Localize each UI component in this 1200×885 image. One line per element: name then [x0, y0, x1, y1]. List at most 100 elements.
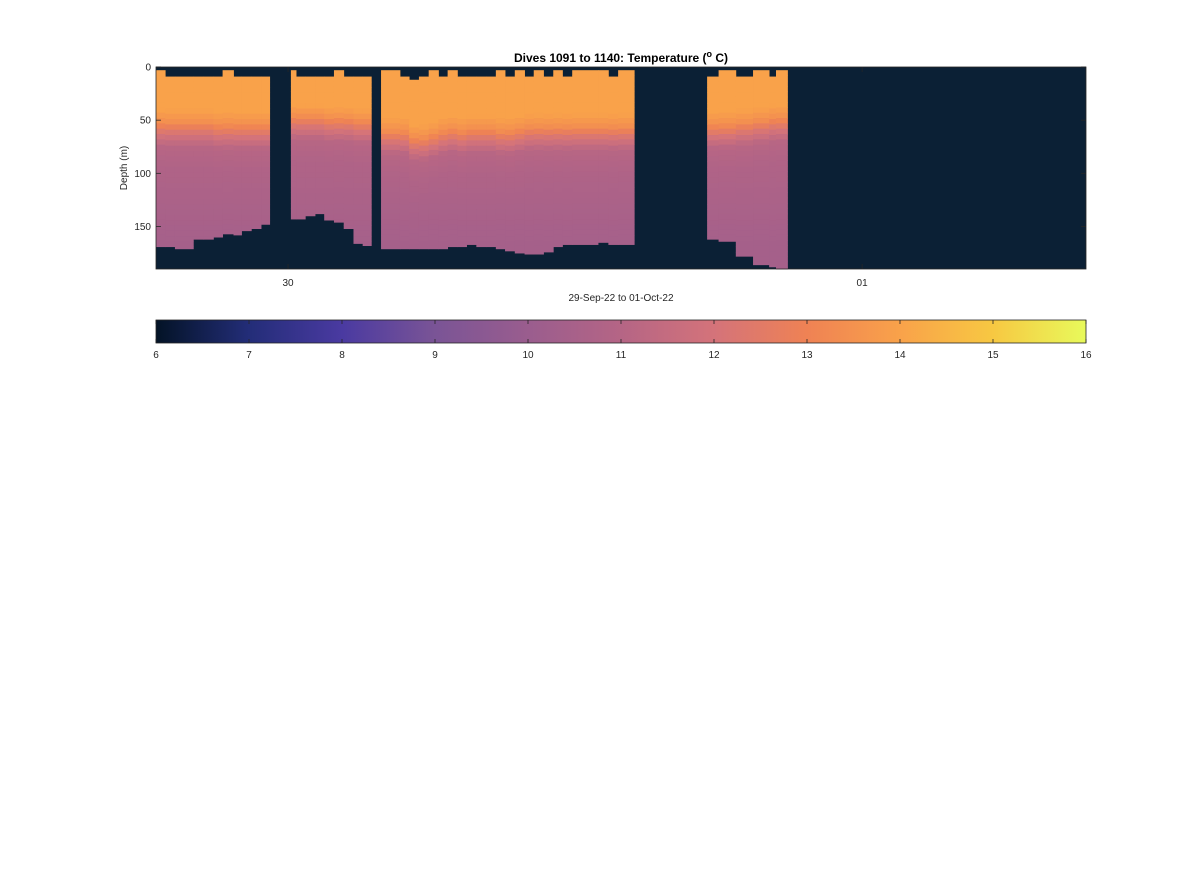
heatmap-cell — [457, 236, 467, 242]
heatmap-cell — [290, 102, 297, 108]
heatmap-cell — [707, 230, 719, 237]
dive-profile — [381, 70, 401, 250]
heatmap-cell — [553, 234, 563, 241]
heatmap-cell — [572, 91, 599, 98]
heatmap-cell — [572, 107, 599, 114]
heatmap-cell — [457, 108, 467, 115]
heatmap-cell — [572, 197, 599, 204]
heatmap-cell — [333, 160, 345, 167]
heatmap-cell — [438, 193, 449, 200]
heatmap-cell — [438, 209, 449, 216]
heatmap-cell — [193, 103, 205, 109]
heatmap-cell — [261, 188, 271, 194]
heatmap-cell — [438, 161, 449, 168]
heatmap-cell — [514, 70, 525, 76]
heatmap-cell — [572, 208, 599, 215]
heatmap-cell — [409, 106, 420, 113]
heatmap-cell — [203, 113, 214, 120]
heatmap-cell — [562, 92, 573, 99]
heatmap-cell — [362, 193, 372, 200]
dive-profile — [305, 76, 316, 217]
heatmap-cell — [261, 150, 271, 157]
heatmap-cell — [524, 81, 535, 88]
heatmap-cell — [533, 112, 544, 119]
heatmap-cell — [438, 225, 449, 232]
heatmap-cell — [476, 87, 487, 93]
heatmap-cell — [315, 87, 325, 93]
heatmap-cell — [381, 139, 401, 146]
heatmap-cell — [381, 112, 401, 119]
heatmap-cell — [222, 192, 234, 199]
heatmap-cell — [233, 166, 242, 173]
heatmap-cell — [241, 166, 252, 173]
heatmap-cell — [305, 214, 316, 217]
heatmap-cell — [333, 80, 345, 87]
heatmap-cell — [381, 155, 401, 161]
heatmap-cell — [241, 140, 252, 147]
heatmap-cell — [543, 182, 554, 189]
heatmap-cell — [476, 172, 487, 178]
heatmap-cell — [156, 102, 166, 108]
heatmap-cell — [495, 80, 506, 87]
heatmap-cell — [562, 119, 573, 125]
heatmap-cell — [222, 75, 234, 82]
heatmap-cell — [261, 156, 271, 163]
heatmap-cell — [222, 96, 234, 103]
heatmap-cell — [524, 166, 535, 173]
heatmap-cell — [495, 75, 506, 82]
heatmap-cell — [324, 204, 335, 210]
heatmap-cell — [553, 187, 563, 193]
heatmap-cell — [495, 96, 506, 103]
heatmap-cell — [399, 241, 410, 248]
heatmap-cell — [735, 241, 754, 248]
heatmap-cell — [203, 97, 214, 104]
heatmap-cell — [213, 81, 223, 88]
heatmap-cell — [315, 172, 325, 178]
heatmap-cell — [447, 187, 458, 193]
heatmap-cell — [776, 171, 788, 177]
heatmap-cell — [514, 96, 525, 103]
heatmap-cell — [296, 172, 306, 178]
heatmap-cell — [399, 81, 410, 88]
heatmap-cell — [707, 172, 719, 178]
heatmap-cell — [447, 80, 458, 87]
heatmap-cell — [222, 107, 234, 114]
plot-frame — [155, 66, 1087, 270]
heatmap-cell — [213, 135, 223, 141]
heatmap-cell — [296, 204, 306, 210]
heatmap-cell — [428, 213, 439, 220]
heatmap-cell — [353, 129, 364, 136]
heatmap-cell — [156, 192, 166, 199]
heatmap-cell — [174, 230, 194, 237]
heatmap-cell — [562, 140, 573, 147]
heatmap-cell — [735, 108, 754, 115]
dive-profile — [618, 70, 635, 245]
heatmap-cell — [735, 230, 754, 237]
heatmap-cell — [753, 203, 770, 209]
heatmap-cell — [399, 150, 410, 157]
heatmap-cell — [381, 181, 401, 188]
heatmap-cell — [466, 161, 477, 168]
heatmap-cell — [193, 177, 205, 184]
heatmap-cell — [457, 225, 467, 232]
heatmap-cell — [353, 236, 364, 242]
heatmap-cell — [476, 113, 487, 120]
heatmap-cell — [618, 75, 635, 82]
heatmap-cell — [533, 102, 544, 108]
heatmap-cell — [438, 145, 449, 152]
heatmap-cell — [707, 236, 719, 240]
heatmap-cell — [193, 166, 205, 173]
heatmap-cell — [495, 118, 506, 124]
heatmap-cell — [156, 245, 166, 248]
heatmap-cell — [718, 102, 737, 108]
heatmap-cell — [457, 230, 467, 237]
heatmap-cell — [213, 76, 223, 83]
heatmap-cell — [718, 240, 737, 242]
heatmap-cell — [418, 129, 430, 136]
heatmap-cell — [735, 198, 754, 205]
heatmap-cell — [353, 108, 364, 115]
heatmap-cell — [495, 219, 506, 225]
heatmap-cell — [290, 197, 297, 204]
heatmap-cell — [381, 160, 401, 167]
heatmap-cell — [514, 107, 525, 114]
